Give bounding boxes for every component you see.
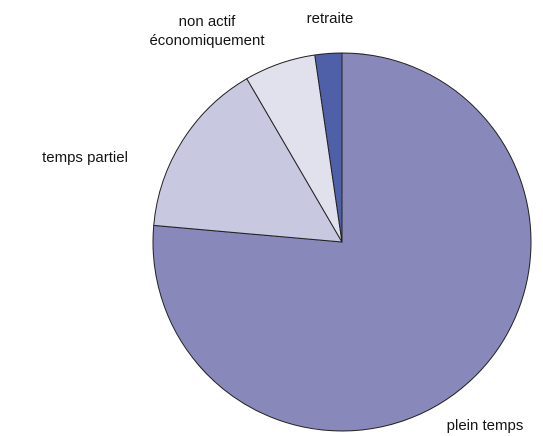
slice-label: temps partiel	[42, 149, 128, 166]
slice-label: retraite	[306, 10, 354, 27]
slice-label: plein temps	[446, 417, 524, 434]
pie-slice	[314, 52, 343, 243]
slice-label: non actif économiquement	[149, 13, 265, 49]
pie-slice	[153, 78, 343, 243]
